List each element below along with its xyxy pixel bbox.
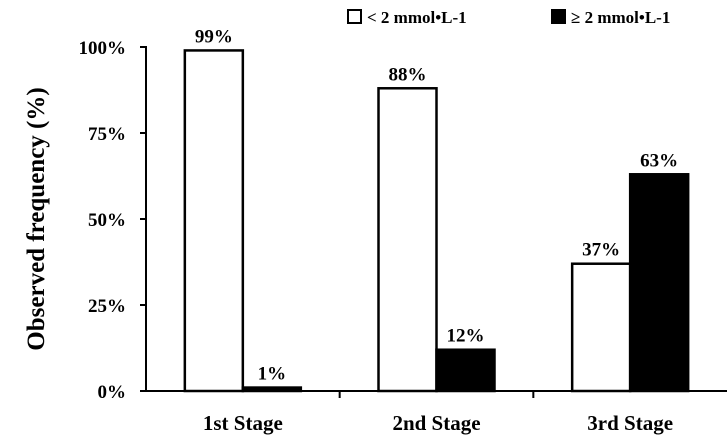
data-label: 37% [582, 240, 620, 261]
y-axis-label: Observed frequency (%) [23, 87, 50, 350]
bar-below-2-2 [377, 87, 438, 393]
bar-at-least-2-1 [241, 386, 303, 393]
data-label: 12% [447, 326, 485, 347]
y-tick-label: 50% [88, 210, 126, 231]
bar-below-2-3 [570, 262, 632, 393]
legend-label-series-2: ≥ 2 mmol•L-1 [571, 8, 670, 27]
legend: < 2 mmol•L-1 ≥ 2 mmol•L-1 [347, 8, 670, 27]
x-category-label: 3rd Stage [587, 411, 673, 435]
y-tick-label: 100% [79, 38, 127, 59]
data-label: 1% [258, 364, 287, 385]
legend-swatch-series-2 [551, 9, 566, 24]
y-tick-label: 25% [88, 296, 126, 317]
data-label: 63% [640, 150, 678, 171]
legend-label-series-1: < 2 mmol•L-1 [367, 8, 467, 27]
data-label: 99% [195, 26, 233, 47]
bar-at-least-2-2 [435, 348, 496, 393]
plot-area: 0% 25% 50% 75% 100% 99% 1% 1st Stage 88% 12% 2nd S… [79, 26, 727, 435]
x-category-label: 2nd Stage [392, 411, 480, 435]
y-tick-label: 75% [88, 124, 126, 145]
x-category-label: 1st Stage [203, 411, 283, 435]
legend-swatch-series-1 [347, 9, 362, 24]
y-tick-label: 0% [98, 382, 127, 403]
bar-at-least-2-3 [628, 173, 690, 393]
data-label: 88% [389, 64, 427, 85]
bar-below-2-1 [183, 49, 245, 393]
